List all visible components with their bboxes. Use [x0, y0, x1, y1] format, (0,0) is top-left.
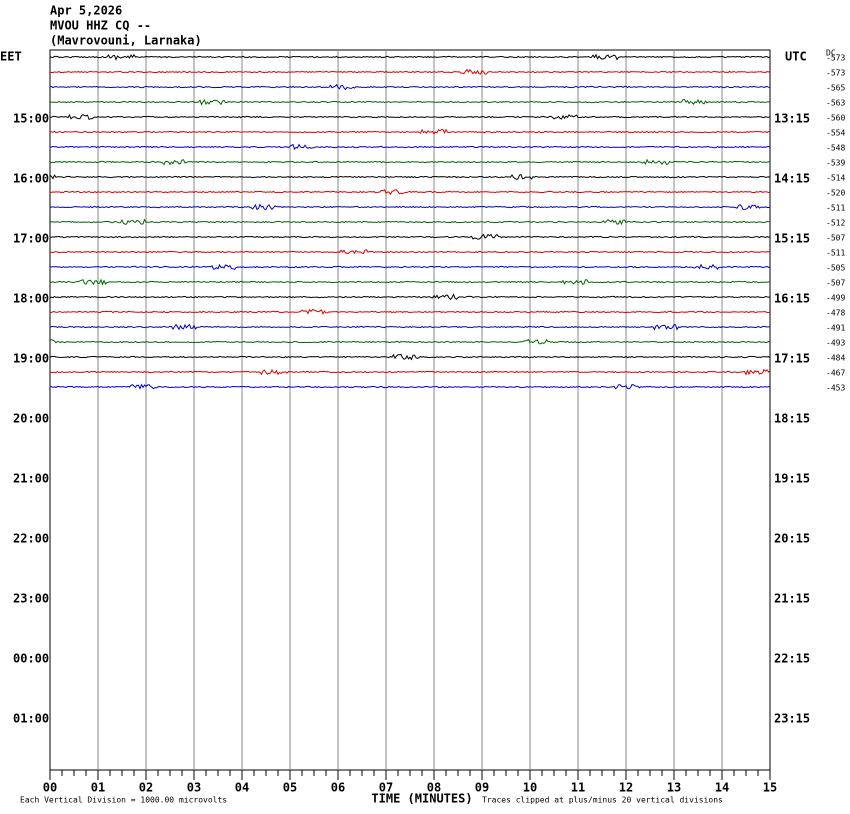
trace [49, 368, 771, 376]
trace [49, 203, 771, 211]
trace [49, 143, 771, 150]
right-time: 13:15 [774, 112, 810, 126]
right-time: 20:15 [774, 532, 810, 546]
dc-offset: -491 [826, 324, 845, 333]
left-time: 15:00 [13, 112, 49, 126]
trace [49, 323, 771, 331]
left-time: 01:00 [13, 712, 49, 726]
trace [49, 113, 771, 120]
x-label: 06 [331, 781, 345, 795]
left-time: 00:00 [13, 652, 49, 666]
x-label: 05 [283, 781, 297, 795]
left-time: 21:00 [13, 472, 49, 486]
dc-offset: -505 [826, 264, 845, 273]
x-label: 00 [43, 781, 57, 795]
dc-offset: -453 [826, 384, 845, 393]
trace [49, 218, 771, 226]
footer-axis-title: TIME (MINUTES) [371, 792, 472, 806]
right-time: 22:15 [774, 652, 810, 666]
dc-offset: -563 [826, 99, 845, 108]
x-label: 11 [571, 781, 585, 795]
right-time: 18:15 [774, 412, 810, 426]
dc-offset: -573 [826, 69, 845, 78]
dc-offset: -484 [826, 354, 845, 363]
dc-offset: -539 [826, 159, 845, 168]
x-label: 10 [523, 781, 537, 795]
header-station: MVOU HHZ CQ -- [50, 19, 151, 33]
x-label: 07 [379, 781, 393, 795]
dc-offset: -507 [826, 234, 845, 243]
left-time: 20:00 [13, 412, 49, 426]
left-time: 17:00 [13, 232, 49, 246]
dc-offset: -507 [826, 279, 845, 288]
left-time: 18:00 [13, 292, 49, 306]
right-time: 16:15 [774, 292, 810, 306]
header-location: (Mavrovouni, Larnaka) [50, 34, 202, 48]
trace [49, 293, 771, 301]
trace [49, 249, 771, 255]
x-label: 08 [427, 781, 441, 795]
x-label: 13 [667, 781, 681, 795]
dc-offset: -565 [826, 84, 845, 93]
left-time: 16:00 [13, 172, 49, 186]
left-zone: EET [0, 50, 22, 64]
trace [50, 263, 771, 271]
right-time: 17:15 [774, 352, 810, 366]
dc-offset: -511 [826, 249, 845, 258]
dc-offset: -478 [826, 309, 845, 318]
dc-offset: -520 [826, 189, 845, 198]
footer-clip-note: Traces clipped at plus/minus 20 vertical… [482, 796, 723, 805]
right-time: 19:15 [774, 472, 810, 486]
trace [49, 128, 771, 135]
trace [49, 68, 771, 75]
dc-offset: -560 [826, 114, 845, 123]
trace [49, 189, 771, 196]
x-label: 03 [187, 781, 201, 795]
x-label: 15 [763, 781, 777, 795]
x-label: 01 [91, 781, 105, 795]
dc-offset: -514 [826, 174, 845, 183]
trace [49, 53, 771, 61]
trace [49, 338, 771, 345]
trace [49, 158, 771, 166]
trace [49, 98, 771, 106]
trace [49, 173, 771, 180]
x-label: 09 [475, 781, 489, 795]
dc-offset: -493 [826, 339, 845, 348]
left-time: 22:00 [13, 532, 49, 546]
footer-scale: Each Vertical Division = 1000.00 microvo… [20, 796, 227, 805]
header-date: Apr 5,2026 [50, 4, 122, 18]
x-label: 02 [139, 781, 153, 795]
dc-offset: -554 [826, 129, 845, 138]
right-zone: UTC [785, 50, 807, 64]
x-label: 14 [715, 781, 729, 795]
trace [50, 383, 771, 390]
dc-offset: -499 [826, 294, 845, 303]
left-time: 19:00 [13, 352, 49, 366]
x-label: 12 [619, 781, 633, 795]
dc-offset: -573 [826, 54, 845, 63]
dc-offset: -548 [826, 144, 845, 153]
trace [49, 308, 771, 315]
dc-offset: -512 [826, 219, 845, 228]
trace [49, 233, 770, 240]
trace [49, 83, 771, 91]
dc-offset: -511 [826, 204, 845, 213]
trace [49, 278, 771, 286]
trace [49, 353, 771, 361]
dc-header: DC [826, 49, 836, 58]
right-time: 14:15 [774, 172, 810, 186]
right-time: 15:15 [774, 232, 810, 246]
dc-offset: -467 [826, 369, 845, 378]
right-time: 23:15 [774, 712, 810, 726]
right-time: 21:15 [774, 592, 810, 606]
x-label: 04 [235, 781, 249, 795]
left-time: 23:00 [13, 592, 49, 606]
